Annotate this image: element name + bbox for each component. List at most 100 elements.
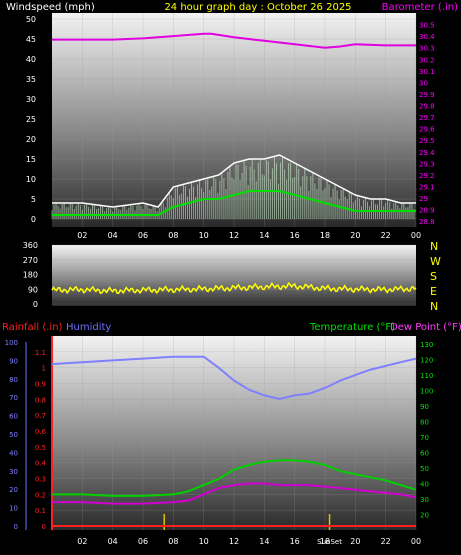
temperature-line — [52, 459, 417, 497]
rainfall-tick-label: 0 — [42, 523, 46, 531]
compass-label: S — [430, 270, 437, 283]
barometer-tick-label: 29.4 — [419, 149, 435, 157]
time-tick-label: 16 — [290, 537, 300, 546]
windspeed-tick-label: 15 — [26, 155, 36, 164]
windspeed-tick-label: 10 — [26, 175, 36, 184]
time-tick-label: 16 — [290, 231, 300, 240]
sunset-label: SunSet — [317, 538, 342, 546]
wind-direction-line — [51, 281, 417, 295]
windspeed-ticks: 0 5 10 15 20 25 30 35 40 45 50 — [26, 15, 36, 224]
compass-label: W — [430, 255, 441, 268]
sun-markers: SunSet — [163, 514, 342, 546]
time-tick-label: 12 — [229, 231, 239, 240]
humidity-tick-label: 90 — [9, 357, 18, 365]
windspeed-axis-title: Windspeed (mph) — [6, 2, 95, 13]
time-tick-label: 08 — [168, 537, 178, 546]
rainfall-tick-label: 0.5 — [35, 444, 46, 452]
direction-tick-label: 360 — [23, 241, 38, 250]
time-tick-label: 10 — [199, 537, 209, 546]
direction-tick-label: 180 — [23, 271, 38, 280]
barometer-tick-label: 29.5 — [419, 137, 435, 145]
barometer-tick-label: 30.1 — [419, 68, 435, 76]
barometer-tick-label: 28.9 — [419, 207, 435, 215]
temperature-tick-label: 20 — [420, 512, 429, 520]
temperature-tick-label: 30 — [420, 496, 429, 504]
humidity-ticks: 0 10 20 30 40 50 60 70 80 90 100 — [5, 339, 18, 531]
time-tick-label: 14 — [259, 537, 269, 546]
humidity-tick-label: 20 — [9, 486, 18, 494]
temperature-ticks: 20 30 40 50 60 70 80 90 100 110 120 130 — [420, 341, 433, 520]
humidity-tick-label: 30 — [9, 468, 18, 476]
rainfall-tick-label: 0.8 — [35, 396, 46, 404]
time-tick-label: 06 — [138, 537, 148, 546]
compass-label: N — [430, 300, 438, 313]
time-tick-label: 18 — [320, 537, 330, 546]
rainfall-axis-title: Rainfall (.in) — [2, 322, 63, 333]
temperature-tick-label: 120 — [420, 357, 433, 365]
wind-average-line — [52, 190, 416, 216]
windspeed-tick-label: 45 — [26, 35, 36, 44]
compass-label: E — [430, 285, 437, 298]
time-tick-label: 02 — [77, 231, 87, 240]
time-tick-label: 00 — [411, 537, 421, 546]
direction-tick-label: 90 — [28, 285, 38, 294]
windspeed-tick-label: 50 — [26, 15, 36, 24]
humidity-tick-label: 70 — [9, 394, 18, 402]
temperature-tick-label: 80 — [420, 419, 429, 427]
barometer-tick-label: 30.4 — [419, 33, 435, 41]
humidity-line — [51, 355, 417, 401]
windspeed-tick-label: 5 — [31, 195, 36, 204]
windspeed-tick-label: 35 — [26, 75, 36, 84]
time-tick-label: 12 — [229, 537, 239, 546]
wind-gust-line — [52, 154, 416, 208]
wind-direction-ticks: 0 90 180 270 360 — [23, 241, 38, 309]
temperature-tick-label: 100 — [420, 388, 433, 396]
barometer-tick-label: 29.8 — [419, 103, 435, 111]
time-tick-label: 22 — [381, 231, 391, 240]
dewpoint-axis-title: Dew Point (°F) — [390, 322, 461, 333]
temperature-tick-label: 40 — [420, 481, 429, 489]
time-tick-label: 10 — [199, 231, 209, 240]
barometer-tick-label: 30.5 — [419, 22, 435, 30]
direction-tick-label: 0 — [33, 300, 38, 309]
temperature-tick-label: 50 — [420, 465, 429, 473]
humidity-tick-label: 40 — [9, 449, 18, 457]
rainfall-tick-label: 0.4 — [35, 460, 47, 468]
barometer-tick-label: 29 — [419, 195, 428, 203]
rainfall-tick-label: 0.7 — [35, 412, 46, 420]
panel-1-time-ticks: 02 04 06 08 10 12 14 16 18 20 22 00 — [77, 231, 421, 240]
barometer-tick-label: 29.9 — [419, 91, 435, 99]
barometer-tick-label: 30 — [419, 79, 428, 87]
rainfall-tick-label: 0.9 — [35, 381, 46, 389]
panel-2-background — [52, 245, 416, 306]
barometer-tick-label: 30.2 — [419, 56, 435, 64]
humidity-tick-label: 50 — [9, 431, 18, 439]
time-tick-label: 22 — [381, 537, 391, 546]
chart-title: 24 hour graph day : October 26 2025 — [164, 2, 351, 13]
temp-humidity-panel: 0 0.1 0.2 0.3 0.4 0.5 0.6 0.7 0.8 0.9 1 1.1 0 10 20 30… — [5, 336, 433, 546]
temperature-tick-label: 90 — [420, 403, 429, 411]
time-tick-label: 18 — [320, 231, 330, 240]
temperature-tick-label: 110 — [420, 372, 433, 380]
barometer-tick-label: 29.2 — [419, 172, 435, 180]
rainfall-ticks: 0 0.1 0.2 0.3 0.4 0.5 0.6 0.7 0.8 0.9 1 1.1 — [35, 349, 47, 531]
windspeed-tick-label: 0 — [31, 215, 36, 224]
barometer-tick-label: 29.6 — [419, 126, 435, 134]
time-tick-label: 06 — [138, 231, 148, 240]
barometer-ticks: 28.8 28.9 29 29.1 29.2 29.3 29.4 29.5 29.6 29.7 29… — [419, 22, 435, 227]
barometer-tick-label: 29.3 — [419, 160, 435, 168]
time-tick-label: 04 — [108, 231, 118, 240]
temperature-tick-label: 70 — [420, 434, 429, 442]
time-tick-label: 00 — [411, 231, 421, 240]
humidity-tick-label: 100 — [5, 339, 18, 347]
temperature-axis-title: Temperature (°F) — [309, 322, 395, 333]
rainfall-tick-label: 1.1 — [35, 349, 46, 357]
windspeed-tick-label: 40 — [26, 55, 36, 64]
humidity-axis-title: Humidity — [66, 322, 111, 333]
humidity-tick-label: 60 — [9, 413, 18, 421]
time-tick-label: 20 — [350, 537, 360, 546]
temperature-tick-label: 130 — [420, 341, 433, 349]
rainfall-tick-label: 1 — [42, 365, 46, 373]
